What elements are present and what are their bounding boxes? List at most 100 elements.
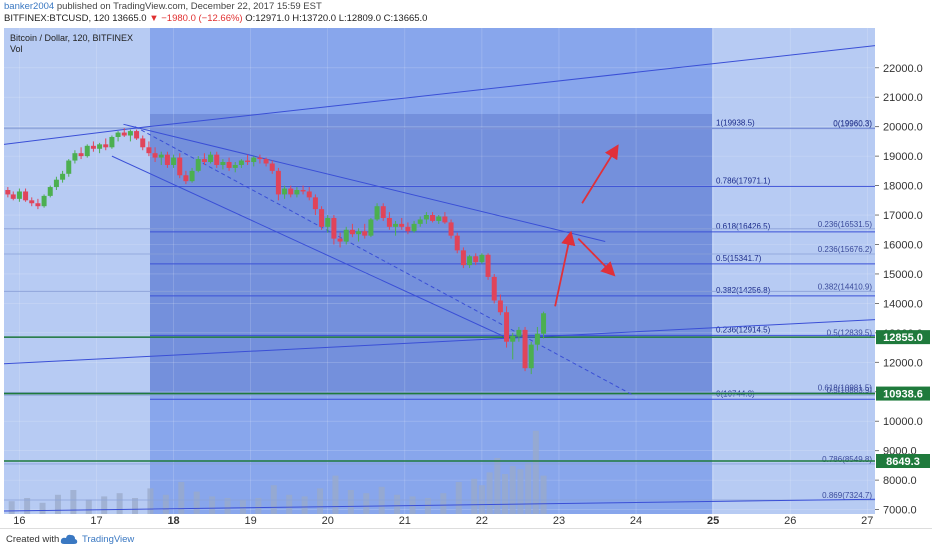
volume-bar <box>317 488 324 514</box>
volume-bar <box>517 469 524 514</box>
candle-body <box>399 223 405 227</box>
candle-body <box>306 191 312 198</box>
ohlc-values: O:12971.0 H:13720.0 L:12809.0 C:13665.0 <box>245 13 428 24</box>
fib-label: 0.236(12914.5) <box>716 325 771 334</box>
fib-secondary-label: 0.236(15676.2) <box>818 245 873 254</box>
candle-body <box>23 191 29 201</box>
candle-body <box>541 313 547 334</box>
fib-secondary-label: 0.618(10981.5) <box>818 383 873 392</box>
fib-secondary-label: 0.5(10883.9) <box>827 386 873 395</box>
candle-body <box>201 159 207 163</box>
projection-arrow <box>577 237 616 277</box>
y-tick-label: 14000.0 <box>883 298 923 310</box>
price-chart[interactable]: 1(19938.5) 0.786(17971.1) 0.618(16426.5) 0.… <box>0 26 932 526</box>
x-tick-label: 23 <box>553 515 565 526</box>
volume-bar <box>301 496 308 514</box>
candle-body <box>497 300 503 313</box>
volume-bar <box>363 493 370 514</box>
price-badge-label: 12855.0 <box>883 332 923 344</box>
volume-bar <box>85 499 92 514</box>
volume-bar <box>347 490 354 514</box>
volume-bar <box>394 494 401 514</box>
candle-body <box>5 190 11 195</box>
candle-body <box>282 188 288 195</box>
tradingview-cloud-icon <box>60 534 78 544</box>
y-tick-label: 8000.0 <box>883 475 917 487</box>
trendline-dashed <box>134 126 633 396</box>
candle-body <box>460 250 466 266</box>
candle-body <box>411 223 417 232</box>
y-tick-label: 15000.0 <box>883 269 923 281</box>
volume-bar <box>502 474 509 514</box>
trendline-lower-channel <box>111 155 510 340</box>
candle-body <box>343 229 349 242</box>
fib-label: 1(19938.5) <box>716 118 755 127</box>
grid-lines <box>4 28 875 514</box>
candle-body <box>448 222 454 236</box>
x-tick-label: 18 <box>167 515 179 526</box>
volume-bar <box>540 475 547 514</box>
candle-body <box>288 188 294 195</box>
candle-body <box>238 160 244 165</box>
volume-bar <box>162 494 169 514</box>
candle-body <box>491 276 497 301</box>
fib-secondary-label: 0(19960.3) <box>833 119 872 128</box>
candle-body <box>10 194 16 199</box>
volume-bar <box>494 458 501 514</box>
candle-body <box>214 154 220 165</box>
projection-arrows <box>554 144 619 307</box>
volume-bar <box>239 499 246 514</box>
fib-secondary-label: 0.786(8549.8) <box>822 455 872 464</box>
volume-bar <box>270 485 277 514</box>
candle-body <box>534 333 540 345</box>
volume-bar <box>101 496 108 514</box>
price-change: ▼ −1980.0 (−12.66%) <box>149 13 243 24</box>
volume-bar <box>132 498 139 514</box>
volume-bar <box>116 493 123 514</box>
candle-body <box>171 157 177 165</box>
trendline-upper-channel <box>134 45 876 129</box>
candle-body <box>152 153 158 158</box>
candle-body <box>368 219 374 236</box>
candle-body <box>208 154 214 163</box>
candle-body <box>78 153 84 157</box>
fib-label: 0.382(14256.8) <box>716 286 771 295</box>
publish-line: banker2004 published on TradingView.com,… <box>4 1 322 12</box>
candle-body <box>41 195 47 207</box>
x-tick-label: 19 <box>245 515 257 526</box>
candle-body <box>417 219 423 224</box>
candle-body <box>226 162 232 168</box>
x-tick-label: 16 <box>13 515 25 526</box>
candle-body <box>158 154 164 158</box>
volume-bar <box>455 482 462 514</box>
volume-bar <box>178 482 185 514</box>
trendline-resistance <box>123 123 606 243</box>
candle-body <box>183 175 189 182</box>
created-with-label: Created with <box>6 534 60 545</box>
volume-bar <box>471 478 478 514</box>
volume-bar <box>486 472 493 514</box>
candle-body <box>516 329 522 336</box>
candle-body <box>436 216 442 221</box>
price-badge <box>876 454 930 469</box>
volume-bar <box>54 494 61 514</box>
tradingview-link[interactable]: TradingView <box>82 534 135 545</box>
author-link[interactable]: banker2004 <box>4 1 55 12</box>
y-tick-label: 22000.0 <box>883 63 923 75</box>
y-tick-label: 10000.0 <box>883 416 923 428</box>
candle-body <box>275 170 281 195</box>
volume-bar <box>255 498 262 514</box>
candle-body <box>430 215 436 221</box>
trend-lines <box>3 45 876 512</box>
candle-body <box>177 157 183 176</box>
fib-secondary-label: 0.869(7324.7) <box>822 491 872 500</box>
candle-body <box>356 231 362 235</box>
candle-body <box>53 179 59 188</box>
candle-body <box>473 256 479 263</box>
candle-body <box>405 226 411 232</box>
x-tick-label: 26 <box>784 515 796 526</box>
candle-body <box>16 191 22 199</box>
candle-body <box>374 206 380 220</box>
candle-body <box>29 200 35 204</box>
fib-secondary-label: 0(19960.3) <box>833 120 872 129</box>
